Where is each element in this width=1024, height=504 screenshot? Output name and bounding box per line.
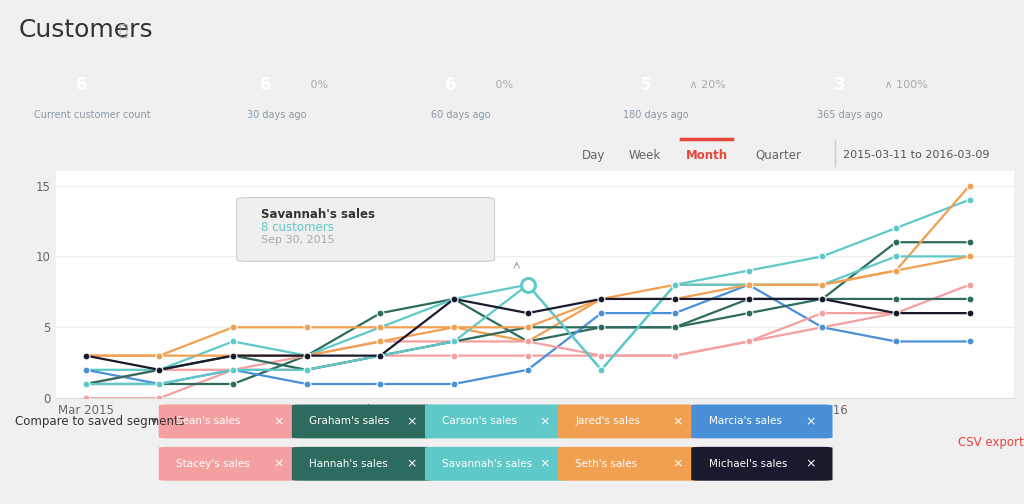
Text: Stacey's sales: Stacey's sales bbox=[176, 459, 250, 469]
Text: 0%: 0% bbox=[492, 80, 513, 90]
FancyBboxPatch shape bbox=[425, 405, 566, 438]
Text: Week: Week bbox=[629, 149, 662, 162]
FancyBboxPatch shape bbox=[292, 405, 433, 438]
Text: 6: 6 bbox=[260, 76, 272, 94]
Text: 3: 3 bbox=[834, 76, 846, 94]
Text: ×: × bbox=[273, 415, 284, 428]
Text: ∧ 100%: ∧ 100% bbox=[881, 80, 928, 90]
Text: 180 days ago: 180 days ago bbox=[623, 110, 688, 120]
Text: Customers: Customers bbox=[18, 18, 153, 42]
Text: ×: × bbox=[806, 415, 816, 428]
Text: ×: × bbox=[407, 415, 417, 428]
Text: Savannah's sales: Savannah's sales bbox=[442, 459, 532, 469]
Text: Seth's sales: Seth's sales bbox=[575, 459, 638, 469]
Text: ×: × bbox=[540, 457, 550, 470]
Text: ×: × bbox=[407, 457, 417, 470]
Text: Day: Day bbox=[583, 149, 605, 162]
Text: 365 days ago: 365 days ago bbox=[817, 110, 883, 120]
Text: ×: × bbox=[673, 415, 683, 428]
Text: Sep 30, 2015: Sep 30, 2015 bbox=[261, 235, 335, 245]
Text: 6: 6 bbox=[444, 76, 457, 94]
Text: 60 days ago: 60 days ago bbox=[431, 110, 490, 120]
FancyBboxPatch shape bbox=[159, 405, 300, 438]
Text: CSV export: CSV export bbox=[958, 436, 1024, 449]
Text: Michael's sales: Michael's sales bbox=[709, 459, 787, 469]
FancyBboxPatch shape bbox=[237, 198, 495, 262]
Text: 8 customers: 8 customers bbox=[261, 221, 334, 234]
Text: Sean's sales: Sean's sales bbox=[176, 416, 241, 426]
Text: ∧ 20%: ∧ 20% bbox=[686, 80, 726, 90]
FancyBboxPatch shape bbox=[159, 447, 300, 481]
Text: Marcia's sales: Marcia's sales bbox=[709, 416, 781, 426]
Text: Quarter: Quarter bbox=[756, 149, 801, 162]
Text: ▾: ▾ bbox=[151, 415, 157, 428]
Text: Carson's sales: Carson's sales bbox=[442, 416, 517, 426]
Text: ×: × bbox=[806, 457, 816, 470]
Text: ⓘ: ⓘ bbox=[118, 23, 127, 38]
Text: 30 days ago: 30 days ago bbox=[247, 110, 306, 120]
Text: Month: Month bbox=[685, 149, 728, 162]
Text: Current customer count: Current customer count bbox=[34, 110, 151, 120]
Text: Graham's sales: Graham's sales bbox=[309, 416, 389, 426]
Text: ×: × bbox=[540, 415, 550, 428]
Text: ×: × bbox=[273, 457, 284, 470]
Text: ×: × bbox=[673, 457, 683, 470]
Text: 2015-03-11 to 2016-03-09: 2015-03-11 to 2016-03-09 bbox=[843, 151, 990, 160]
FancyBboxPatch shape bbox=[558, 405, 699, 438]
Text: Hannah's sales: Hannah's sales bbox=[309, 459, 388, 469]
FancyBboxPatch shape bbox=[691, 447, 833, 481]
Text: 6: 6 bbox=[76, 76, 88, 94]
FancyBboxPatch shape bbox=[558, 447, 699, 481]
Text: Savannah's sales: Savannah's sales bbox=[261, 208, 375, 221]
Text: Jared's sales: Jared's sales bbox=[575, 416, 640, 426]
FancyBboxPatch shape bbox=[691, 405, 833, 438]
FancyBboxPatch shape bbox=[425, 447, 566, 481]
Text: Compare to saved segments: Compare to saved segments bbox=[15, 415, 185, 428]
Text: 5: 5 bbox=[639, 76, 651, 94]
FancyBboxPatch shape bbox=[292, 447, 433, 481]
Text: 0%: 0% bbox=[307, 80, 329, 90]
